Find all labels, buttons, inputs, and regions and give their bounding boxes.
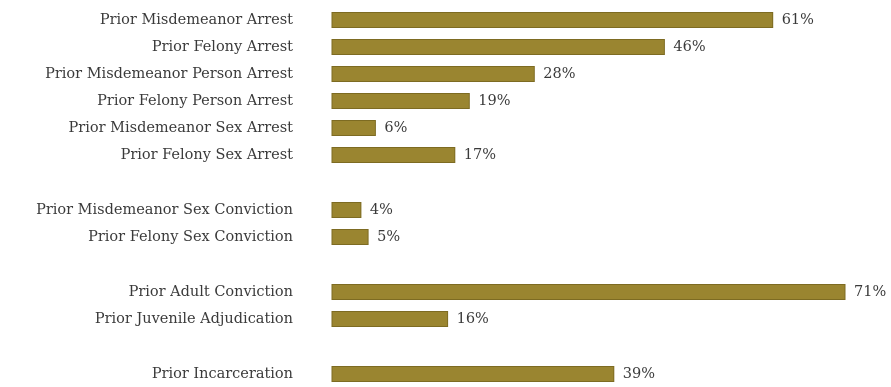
value-label-9: 16% [457,311,489,327]
bar-4 [331,120,376,136]
value-label-4: 6% [384,120,407,136]
bar-0 [331,12,774,28]
value-label-7: 5% [377,229,400,245]
bar-9 [331,311,449,327]
category-label-6: Prior Misdemeanor Sex Conviction [36,202,293,218]
bar-3 [331,93,470,109]
category-label-8: Prior Adult Conviction [129,284,293,300]
category-label-10: Prior Incarceration [152,366,293,382]
value-label-2: 28% [543,66,575,82]
bar-10 [331,366,615,382]
value-label-10: 39% [623,366,655,382]
value-label-1: 46% [673,39,705,55]
category-label-4: Prior Misdemeanor Sex Arrest [69,120,294,136]
bar-1 [331,39,665,55]
bar-8 [331,284,846,300]
bar-6 [331,202,362,218]
value-label-6: 4% [370,202,393,218]
category-label-7: Prior Felony Sex Conviction [88,229,293,245]
value-label-8: 71% [854,284,886,300]
bar-7 [331,229,369,245]
value-labels: 61% 46% 28% 19% 6% 17% 4% 5% 71% 16% 39% [370,12,886,382]
value-label-3: 19% [478,93,510,109]
category-label-9: Prior Juvenile Adjudication [95,311,293,327]
category-labels: Prior Misdemeanor Arrest Prior Felony Arr… [36,12,293,382]
value-label-5: 17% [464,147,496,163]
category-label-0: Prior Misdemeanor Arrest [100,12,293,28]
bar-2 [331,66,535,82]
bars-layer [331,12,846,382]
bar-5 [331,147,456,163]
category-label-5: Prior Felony Sex Arrest [121,147,294,163]
category-label-3: Prior Felony Person Arrest [97,93,293,109]
value-label-0: 61% [782,12,814,28]
category-label-2: Prior Misdemeanor Person Arrest [45,66,293,82]
category-label-1: Prior Felony Arrest [152,39,293,55]
